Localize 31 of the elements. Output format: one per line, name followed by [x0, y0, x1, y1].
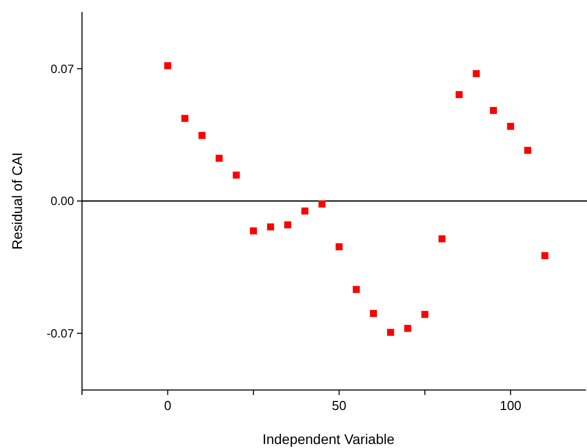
point [284, 221, 292, 228]
point [438, 235, 446, 242]
x-tick-label: 100 [500, 398, 522, 413]
x-tick-label: 50 [332, 398, 346, 413]
y-tick-label: 0.07 [50, 62, 74, 76]
point [421, 310, 428, 318]
point [507, 122, 514, 130]
point [198, 132, 206, 139]
point [164, 62, 172, 70]
point [472, 70, 480, 78]
point [352, 286, 360, 293]
x-axis-title: Independent Variable [262, 431, 395, 447]
point [404, 324, 412, 332]
x-tick-label: 0 [164, 398, 172, 413]
point [267, 223, 274, 230]
point [232, 172, 240, 179]
point [250, 227, 257, 234]
y-tick-label: 0.00 [50, 194, 74, 208]
point [216, 154, 223, 162]
point [490, 106, 497, 114]
point [318, 200, 326, 208]
point [524, 146, 532, 154]
point [181, 114, 188, 122]
point [541, 252, 548, 260]
point [301, 208, 308, 215]
point [336, 243, 343, 250]
y-axis-title: Residual of CAI [9, 152, 25, 250]
point [387, 328, 394, 336]
point [370, 310, 377, 317]
point [456, 91, 463, 98]
y-tick-label: -0.07 [46, 326, 74, 340]
